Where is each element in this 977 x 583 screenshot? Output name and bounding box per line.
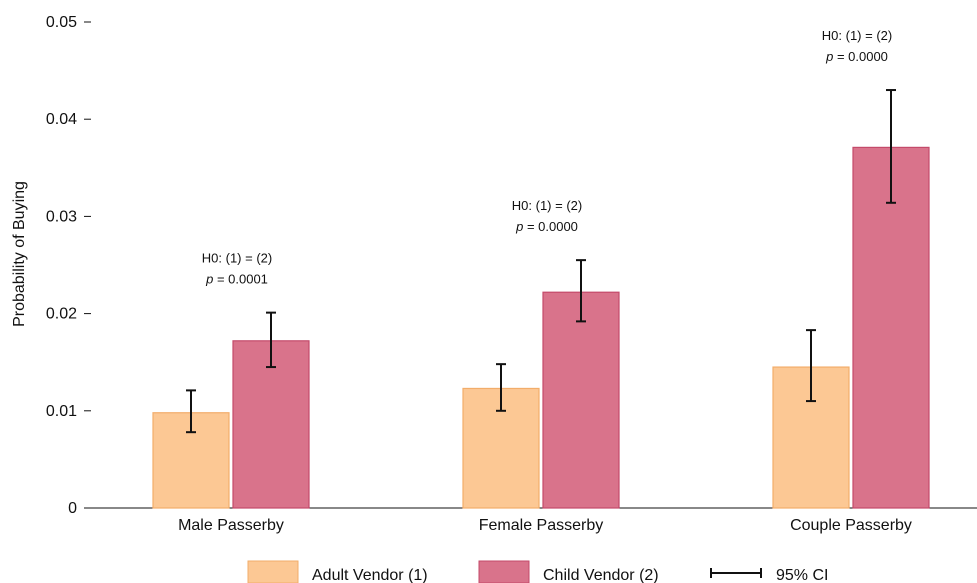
adult-vendor-error-bar-2 [806,329,816,403]
p-symbol: p [515,219,523,234]
hypothesis-annotation: H0: (1) = (2) [512,198,582,213]
child-vendor-bar-2 [852,146,930,509]
p-value: = 0.0000 [833,49,888,64]
y-axis: 0 0.01 0.02 0.03 0.04 0.05 [46,14,91,517]
child-vendor-bar-1 [542,291,620,509]
p-symbol: p [205,272,213,287]
y-tick-label: 0.02 [46,306,77,323]
child-vendor-error-bar-0 [266,311,276,369]
x-category-label: Couple Passerby [790,517,912,534]
y-tick-label: 0.01 [46,403,77,420]
legend-label-child-vendor: Child Vendor (2) [543,567,659,583]
x-category-label: Male Passerby [178,517,284,534]
y-tick-label: 0 [68,500,77,517]
p-symbol: p [825,49,833,64]
annotations-group: H0: (1) = (2) p = 0.0001 H0: (1) = (2) p = … [202,28,892,287]
hypothesis-annotation: H0: (1) = (2) [202,251,272,266]
y-tick-label: 0.05 [46,14,77,31]
legend-ci-icon [710,568,762,578]
p-value-annotation: p = 0.0001 [205,272,268,287]
error-bars-group [186,89,896,434]
p-value-annotation: p = 0.0000 [515,219,578,234]
p-value-annotation: p = 0.0000 [825,49,888,64]
y-tick-label: 0.03 [46,208,77,225]
legend-label-ci: 95% CI [776,567,828,583]
legend-swatch-adult-vendor [247,560,299,583]
legend-label-adult-vendor: Adult Vendor (1) [312,567,428,583]
child-vendor-bar-0 [232,340,310,509]
adult-vendor-error-bar-0 [186,389,196,434]
y-tick-label: 0.04 [46,111,77,128]
child-vendor-error-bar-1 [576,259,586,323]
x-axis-categories: Male Passerby Female Passerby Couple Passe… [178,517,912,534]
hypothesis-annotation: H0: (1) = (2) [822,28,892,43]
p-value: = 0.0000 [523,219,578,234]
legend: Adult Vendor (1) Child Vendor (2) 95% CI [247,560,828,583]
child-vendor-error-bar-2 [886,89,896,204]
adult-vendor-error-bar-1 [496,363,506,412]
y-axis-label: Probability of Buying [11,181,28,327]
legend-swatch-child-vendor [478,560,530,583]
x-category-label: Female Passerby [479,517,604,534]
p-value: = 0.0001 [213,272,268,287]
